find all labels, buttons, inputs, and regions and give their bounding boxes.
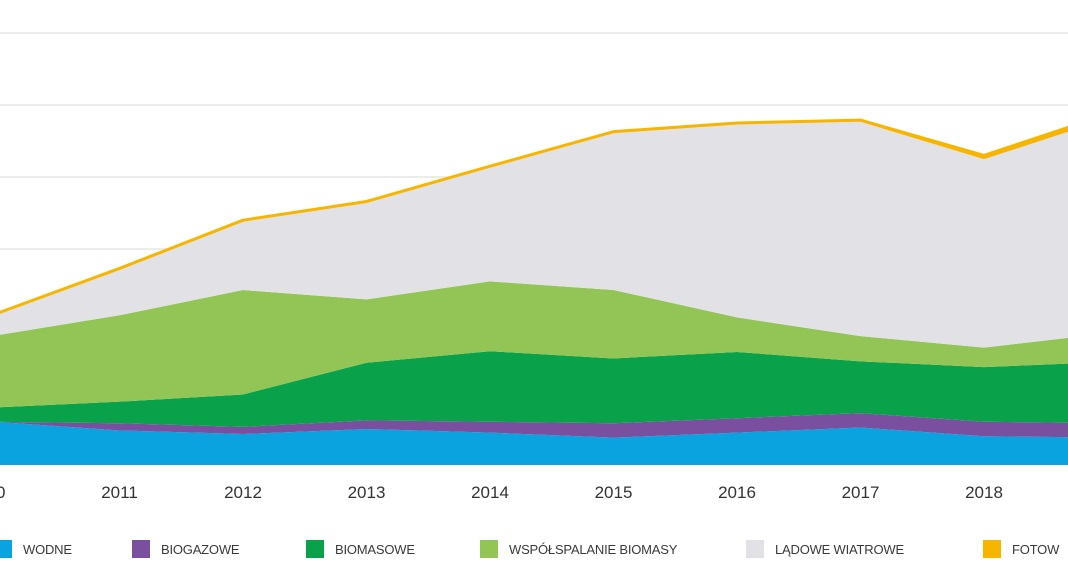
x-tick-label: 2012: [224, 483, 262, 502]
legend-label: FOTOW: [1012, 542, 1060, 557]
legend-item: BIOMASOWE: [306, 540, 416, 558]
legend-item: LĄDOWE WIATROWE: [746, 540, 905, 558]
legend-item: WSPÓŁSPALANIE BIOMASY: [480, 540, 678, 558]
legend-label: BIOGAZOWE: [161, 542, 240, 557]
area-wodne: [0, 422, 1068, 465]
legend-swatch: [983, 540, 1001, 558]
x-axis-ticks: 10201120122013201420152016201720182019: [0, 483, 1003, 502]
x-tick-label: 2017: [842, 483, 880, 502]
legend-swatch: [480, 540, 498, 558]
x-tick-label: 2013: [348, 483, 386, 502]
legend-label: LĄDOWE WIATROWE: [775, 542, 904, 557]
legend-label: BIOMASOWE: [335, 542, 415, 557]
area-biomasowe: [0, 351, 1068, 427]
legend-swatch: [746, 540, 764, 558]
legend-item: FOTOW: [983, 540, 1060, 558]
legend-item: WODNE: [0, 540, 73, 558]
area-fotow: [0, 118, 1068, 314]
x-tick-label: 2018: [965, 483, 1003, 502]
x-tick-label: 2014: [471, 483, 509, 502]
area-lądowe-wiatrowe: [0, 120, 1068, 348]
legend-swatch: [0, 540, 12, 558]
area-biogazowe: [0, 413, 1068, 438]
legend-swatch: [132, 540, 150, 558]
x-tick-label: 2011: [101, 483, 138, 502]
legend-item: BIOGAZOWE: [132, 540, 240, 558]
legend-swatch: [306, 540, 324, 558]
x-tick-label: 2016: [718, 483, 756, 502]
x-tick-label: 2015: [595, 483, 633, 502]
legend-label: WSPÓŁSPALANIE BIOMASY: [509, 542, 678, 557]
area-współspalanie-biomasy: [0, 281, 1068, 408]
legend-label: WODNE: [23, 542, 72, 557]
plot-area: [0, 118, 1068, 465]
x-tick-label: 10: [0, 483, 5, 502]
legend: WODNE BIOGAZOWE BIOMASOWE WSPÓŁSPALANIE BIO…: [0, 540, 1060, 558]
